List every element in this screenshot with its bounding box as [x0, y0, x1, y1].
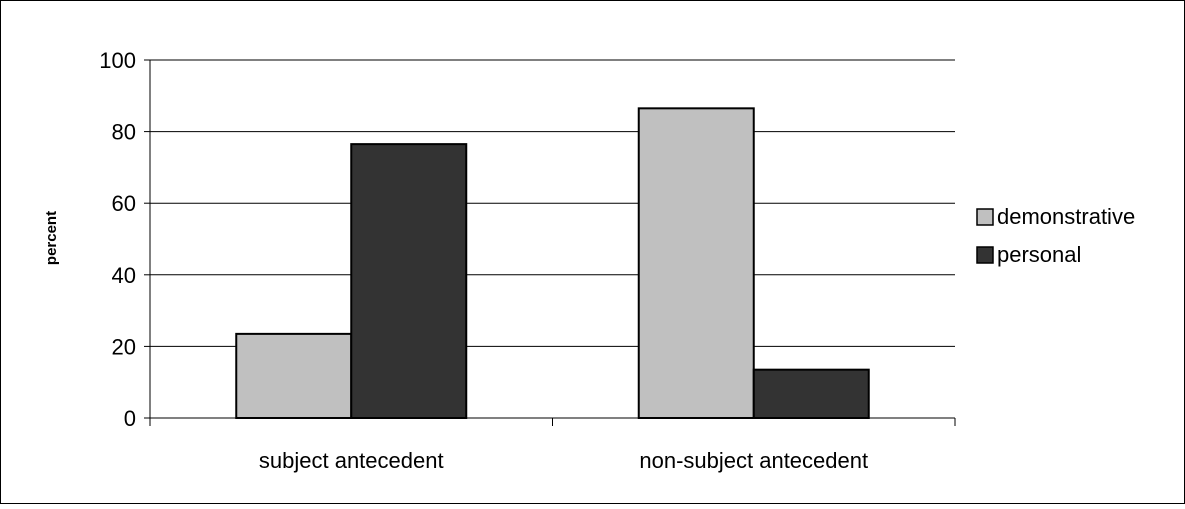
bar: [350, 143, 468, 419]
legend-swatch: [976, 246, 994, 264]
legend-swatch: [976, 208, 994, 226]
legend-label: demonstrative: [997, 204, 1135, 229]
y-tick-label: 60: [112, 191, 136, 216]
category-label: subject antecedent: [259, 448, 444, 473]
legend-label: personal: [997, 242, 1081, 267]
y-tick-label: 20: [112, 334, 136, 359]
y-tick-labels: 0 20 40 60 80 100: [99, 48, 136, 431]
y-axis-label: percent: [43, 211, 60, 265]
category-label: non-subject antecedent: [639, 448, 868, 473]
bars: [235, 107, 870, 420]
y-tick-label: 80: [112, 120, 136, 145]
axes: [144, 59, 956, 426]
category-labels: subject antecedent non-subject antecedent: [259, 448, 868, 473]
bar: [235, 332, 353, 419]
y-tick-label: 40: [112, 263, 136, 288]
bar: [637, 107, 755, 420]
legend: demonstrative personal: [976, 204, 1135, 267]
y-tick-label: 0: [124, 406, 136, 431]
bar: [752, 368, 870, 420]
y-tick-label: 100: [99, 48, 136, 73]
